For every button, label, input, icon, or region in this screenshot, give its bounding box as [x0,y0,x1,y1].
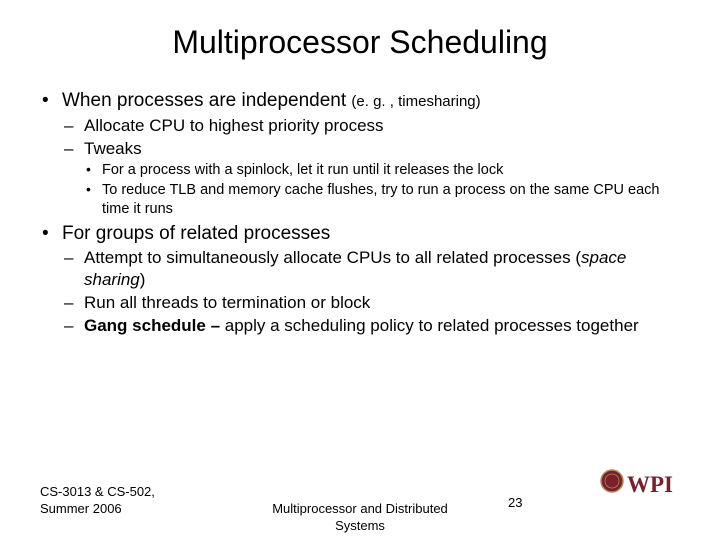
wpi-logo-svg: WPI [600,459,688,503]
footer-topic-1: Multiprocessor and Distributed [272,501,448,518]
bullet-2-text: For groups of related processes [62,223,330,244]
wpi-logo: WPI [600,459,688,506]
bullet-1-tweaks: For a process with a spinlock, let it ru… [84,161,680,217]
bullet-list: When processes are independent (e. g. , … [40,89,680,336]
bullet-1-sub2-text: Tweaks [84,139,142,158]
tweak-1: For a process with a spinlock, let it ru… [84,161,680,179]
bullet-1-sub1: Allocate CPU to highest priority process [62,115,680,136]
bullet-1-note: (e. g. , timesharing) [351,93,480,110]
bullet-1: When processes are independent (e. g. , … [40,89,680,218]
b2s1a: Attempt to simultaneously allocate CPUs … [84,248,581,267]
footer-center: Multiprocessor and Distributed Systems [0,501,720,535]
footer-page-number: 23 [508,495,522,510]
slide: Multiprocessor Scheduling When processes… [0,0,720,540]
footer-topic-2: Systems [272,518,448,535]
bullet-2-sub2: Run all threads to termination or block [62,292,680,313]
bullet-2-sub3: Gang schedule – apply a scheduling polic… [62,315,680,336]
bullet-2: For groups of related processes Attempt … [40,222,680,337]
b2s1c: ) [140,270,146,289]
bullet-2-sub1: Attempt to simultaneously allocate CPUs … [62,247,680,290]
bullet-1-sublist: Allocate CPU to highest priority process… [62,115,680,218]
bullet-1-sub2: Tweaks For a process with a spinlock, le… [62,138,680,218]
slide-title: Multiprocessor Scheduling [40,24,680,61]
b2s3a: Gang schedule – [84,316,225,335]
b2s3b: apply a scheduling policy to related pro… [225,316,639,335]
bullet-1-text: When processes are independent [62,90,351,111]
wpi-logo-text: WPI [627,472,673,497]
footer-course: CS-3013 & CS-502, [40,484,155,501]
bullet-2-sublist: Attempt to simultaneously allocate CPUs … [62,247,680,336]
tweak-2: To reduce TLB and memory cache flushes, … [84,181,680,217]
